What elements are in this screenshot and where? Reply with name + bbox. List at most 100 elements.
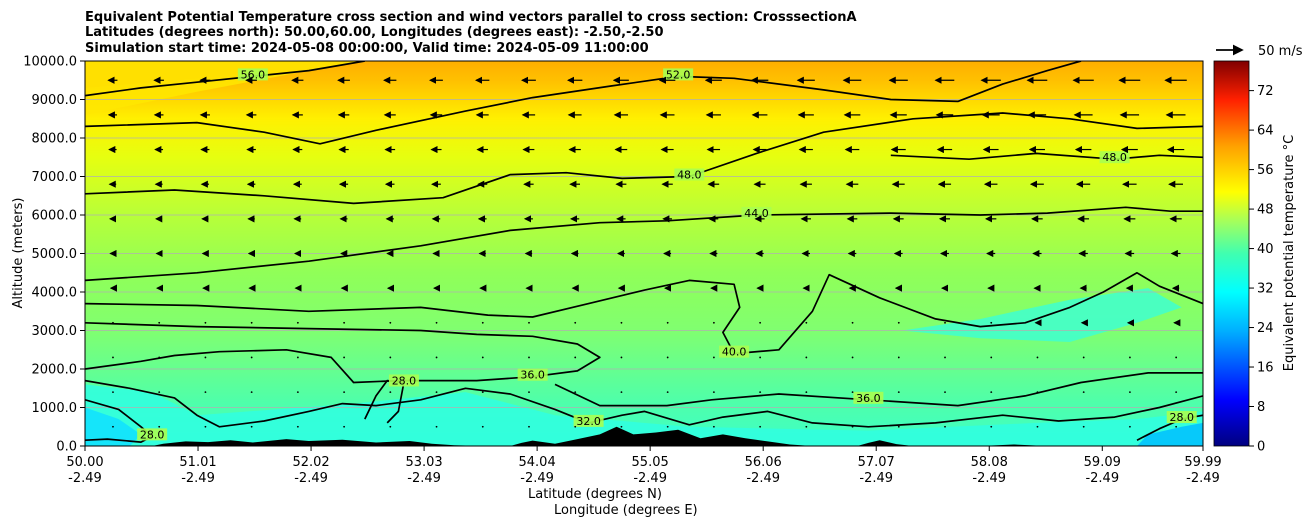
wind-vector-dot [851, 356, 854, 359]
contour-label-background [853, 391, 884, 404]
x-axis-label-latitude: Latitude (degrees N) [528, 487, 662, 502]
wind-vector-dot [851, 391, 854, 393]
wind-vector-dot [435, 391, 438, 393]
fill-blue-corner [1136, 422, 1203, 446]
wind-vector-dot [389, 321, 392, 324]
contour-label: 48.0 [677, 169, 702, 182]
colorbar-bar [1213, 60, 1250, 447]
wind-vector-dot [574, 425, 577, 428]
wind-vector-dot [204, 425, 207, 428]
y-tick-label: 3000.0 [32, 324, 78, 339]
wind-vector-dot [296, 356, 299, 359]
wind-vector-dot [944, 356, 946, 359]
contour-label: 36.0 [856, 392, 881, 405]
wind-vector-dot [1129, 356, 1131, 359]
wind-vector-dot [481, 321, 484, 324]
wind-vector-dot [990, 356, 993, 359]
wind-vector-dot [112, 321, 114, 324]
x-tick-label-lat: 51.01 [179, 455, 216, 470]
contour-line [85, 112, 1203, 205]
wind-vector-dot [944, 391, 946, 393]
y-tick-label: 7000.0 [32, 170, 78, 185]
contour-label-background [573, 414, 604, 427]
fill-cyan-mid [901, 288, 1182, 343]
wind-vector-dot [204, 321, 207, 324]
wind-vector-dot [897, 356, 900, 359]
y-tick-label: 4000.0 [32, 286, 78, 301]
wind-vector-dot [1129, 391, 1131, 393]
fill-yellow-top [85, 61, 365, 115]
x-tick-label-lon: -2.49 [633, 471, 667, 486]
wind-vector-dot [944, 321, 946, 324]
wind-vector-dot [435, 425, 438, 428]
colorbar-tick-label: 8 [1257, 400, 1265, 415]
wind-vector-dot [158, 391, 161, 393]
wind-vector-dot [666, 321, 669, 324]
wind-vector-dot [990, 425, 993, 428]
wind-vector-dot [1129, 425, 1131, 428]
contour-label-background [388, 374, 419, 387]
x-tick-label-lat: 57.07 [858, 455, 895, 470]
contour-label: 28.0 [140, 428, 165, 441]
plot-area: 56.0 52.0 48.0 48.0 44.0 40.0 36.0 36.0 32.0 28.0… [85, 61, 1203, 446]
contour-line [890, 152, 1203, 161]
wind-vector-dot [805, 321, 808, 324]
y-tick-label: 0.0 [56, 440, 77, 455]
wind-vector-dot [620, 356, 623, 359]
contour-label: 40.0 [722, 346, 747, 359]
wind-vector-dot [528, 425, 530, 428]
contour-label-background [674, 168, 705, 181]
contour-label: 28.0 [1169, 411, 1194, 424]
colorbar-tick-label: 72 [1257, 84, 1274, 99]
x-tick-label-lat: 53.03 [405, 455, 442, 470]
contour-label-background [1099, 151, 1130, 164]
wind-vector-dot [158, 356, 161, 359]
vector-key: 50 m/s [1216, 44, 1303, 59]
wind-vector-dot [389, 356, 392, 359]
wind-vector-dot [158, 321, 161, 324]
wind-vector-dot [620, 391, 623, 393]
wind-vector-dot [296, 391, 299, 393]
wind-vector-dot [574, 391, 577, 393]
wind-vector-dot [343, 391, 346, 393]
x-tick-label-lon: -2.49 [520, 471, 554, 486]
x-tick-label-lon: -2.49 [294, 471, 328, 486]
wind-vector-dot [528, 391, 530, 393]
chart-title-line-1: Equivalent Potential Temperature cross s… [85, 10, 857, 25]
y-tick-label: 10000.0 [23, 55, 77, 70]
y-tick-label: 9000.0 [32, 93, 78, 108]
wind-vector-dot [112, 356, 114, 359]
contour-label: 36.0 [520, 369, 545, 382]
wind-vector-dot [574, 356, 577, 359]
x-tick-label-lat: 52.02 [292, 455, 329, 470]
wind-vector-dot [1082, 391, 1085, 393]
wind-vector-dot [389, 391, 392, 393]
x-tick-label-lat: 50.00 [66, 455, 103, 470]
contour-label-background [1166, 411, 1197, 424]
wind-vector-dot [712, 391, 715, 393]
x-tick-label-lon: -2.49 [972, 471, 1006, 486]
contour-label-background [517, 368, 548, 381]
wind-vector-dot [204, 391, 207, 393]
wind-vector-dot [666, 391, 669, 393]
wind-vector-dot [1175, 356, 1178, 359]
contour-label: 28.0 [392, 374, 417, 387]
wind-vector-dot [1036, 425, 1039, 428]
wind-vector-dot [897, 391, 900, 393]
wind-vector-dot [990, 321, 993, 324]
x-tick-label-lat: 56.06 [745, 455, 782, 470]
x-tick-label-lat: 59.99 [1184, 455, 1221, 470]
wind-vector-dot [528, 321, 530, 324]
wind-vector-dot [343, 321, 346, 324]
colorbar-tick-label: 0 [1257, 440, 1265, 455]
contour-label: 52.0 [666, 68, 691, 81]
wind-vector-dot [897, 425, 900, 428]
x-tick-label-lat: 59.09 [1084, 455, 1121, 470]
colorbar-tick-label: 64 [1257, 124, 1274, 139]
x-tick-label-lon: -2.49 [1085, 471, 1119, 486]
wind-vector-dot [435, 356, 438, 359]
y-tick-label: 2000.0 [32, 363, 78, 378]
wind-vector-dot [666, 356, 669, 359]
wind-vector-dot [343, 356, 346, 359]
